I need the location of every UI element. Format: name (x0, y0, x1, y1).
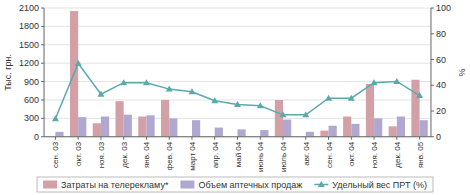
bar (397, 117, 405, 137)
x-axis (44, 136, 431, 137)
bar (238, 129, 246, 136)
tick-label: 0 (34, 132, 39, 142)
marker (302, 111, 309, 117)
marker (234, 101, 241, 107)
marker (257, 102, 264, 108)
axis-label: Тыс. грн. (3, 54, 13, 91)
line (55, 63, 419, 118)
legend-swatch (180, 181, 194, 189)
bar (366, 84, 374, 137)
marker (188, 88, 195, 94)
bar (93, 123, 101, 136)
marker (166, 86, 173, 92)
bar (329, 126, 337, 137)
category-label: ноя. 03 (97, 141, 106, 168)
bar (146, 115, 154, 136)
marker (348, 95, 355, 101)
legend-marker (318, 181, 325, 187)
bar (420, 120, 428, 137)
bar (215, 128, 223, 137)
category-label: март 04 (188, 141, 197, 171)
bar (260, 130, 268, 137)
axis-label: % (457, 68, 467, 76)
category-label: май 04 (234, 141, 243, 167)
bar (343, 117, 351, 137)
tick-label: 600 (24, 95, 39, 105)
marker (120, 79, 127, 85)
legend-label: Удельный вес ПРТ (%) (332, 180, 427, 190)
grid-line (44, 136, 431, 137)
grid-line (44, 44, 431, 45)
legend-swatch (43, 181, 57, 189)
marker (280, 111, 287, 117)
category-label: сен. 04 (325, 141, 334, 168)
y2-axis (430, 8, 431, 137)
tick-label: 40 (436, 80, 446, 90)
bar (169, 118, 177, 136)
category-label: янв. 05 (416, 141, 425, 168)
plot-area (52, 11, 428, 137)
legend-label: Затраты на телерекламу* (61, 180, 169, 190)
chart: 0 300 600 900 1200 1500 1800 2100 0 20 40 60 80 100 Ты… (0, 0, 470, 195)
legend: Затраты на телерекламу* Объем аптечных пр… (37, 177, 433, 192)
category-label: ноя. 04 (370, 141, 379, 168)
marker (97, 91, 104, 97)
marker (393, 78, 400, 84)
category-label: июнь 04 (256, 141, 265, 172)
bar (351, 124, 359, 137)
bar (138, 117, 146, 137)
tick-label: 80 (436, 29, 446, 39)
category-label: окт. 04 (347, 141, 356, 166)
marker (325, 95, 332, 101)
bar (374, 118, 382, 136)
bar (192, 120, 200, 137)
tick-label: 20 (436, 106, 446, 116)
tick-label: 300 (24, 113, 39, 123)
category-label: дек. 03 (120, 141, 129, 168)
tick-label: 1500 (19, 40, 39, 50)
tick-label: 60 (436, 55, 446, 65)
tick-label: 900 (24, 77, 39, 87)
y-axis (44, 8, 45, 137)
tick-label: 2100 (19, 3, 39, 13)
tick-label: 0 (436, 132, 441, 142)
bar (101, 117, 109, 137)
grid-line (44, 26, 431, 27)
grid-line (44, 63, 431, 64)
category-label: окт. 03 (74, 141, 83, 166)
bar (411, 80, 419, 137)
grid-line (44, 8, 431, 9)
bar (275, 100, 283, 137)
marker (143, 79, 150, 85)
category-label: янв. 04 (142, 141, 151, 168)
bar (389, 126, 397, 136)
category-label: дек. 04 (393, 141, 402, 168)
category-label: фев. 04 (165, 141, 174, 170)
marker (211, 97, 218, 103)
bar (78, 117, 86, 137)
marker (52, 115, 59, 121)
category-label: апр. 04 (211, 141, 220, 168)
category-label: авг. 04 (302, 141, 311, 166)
tick-label: 100 (436, 3, 451, 13)
marker (75, 60, 82, 66)
bar (283, 120, 291, 137)
legend-label: Объем аптечных продаж (198, 180, 302, 190)
tick-label: 1200 (19, 58, 39, 68)
category-label: сен. 03 (51, 141, 60, 168)
bar (116, 101, 124, 137)
bar (55, 132, 63, 137)
bar (306, 132, 314, 137)
category-label: июль 04 (279, 141, 288, 172)
marker (416, 92, 423, 98)
marker (371, 79, 378, 85)
bar (124, 115, 132, 137)
bar (320, 131, 328, 137)
bar (161, 100, 169, 137)
tick-label: 1800 (19, 21, 39, 31)
legend-frame (37, 177, 433, 192)
